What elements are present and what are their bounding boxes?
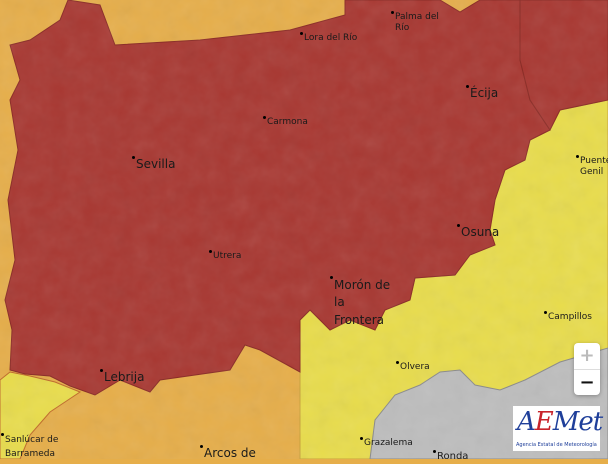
place-grazalema: Grazalema bbox=[360, 437, 413, 449]
place-osuna: Osuna bbox=[457, 224, 499, 240]
place-puente-genil: PuenteGenil bbox=[576, 155, 608, 179]
place-carmona: Carmona bbox=[263, 116, 308, 128]
place-olvera: Olvera bbox=[396, 361, 430, 373]
logo-brand: AEMet bbox=[517, 407, 603, 437]
logo-subtitle: Agencia Estatal de Meteorología bbox=[516, 442, 597, 448]
place-utrera: Utrera bbox=[209, 250, 241, 262]
place-moron-de-la-frontera: Morón de la Frontera bbox=[330, 276, 390, 329]
place-lora-del-rio: Lora del Río bbox=[300, 32, 357, 44]
place-ecija: Écija bbox=[466, 85, 498, 101]
place-sevilla: Sevilla bbox=[132, 156, 175, 172]
zoom-in-button[interactable]: + bbox=[574, 343, 600, 370]
place-palma-del-rio: Palma del Río bbox=[391, 11, 439, 35]
place-lebrija: Lebrija bbox=[100, 369, 144, 385]
place-arcos-de: Arcos de bbox=[200, 445, 256, 461]
place-ronda: Ronda bbox=[433, 450, 468, 464]
place-campillos: Campillos bbox=[544, 311, 592, 323]
aemet-logo[interactable]: AEMet Agencia Estatal de Meteorología bbox=[513, 406, 603, 451]
place-sanlucar-de-barrameda: Sanlúcar de Barrameda bbox=[1, 433, 58, 461]
zoom-out-button[interactable]: − bbox=[579, 372, 595, 393]
zoom-control: + − bbox=[574, 343, 600, 395]
